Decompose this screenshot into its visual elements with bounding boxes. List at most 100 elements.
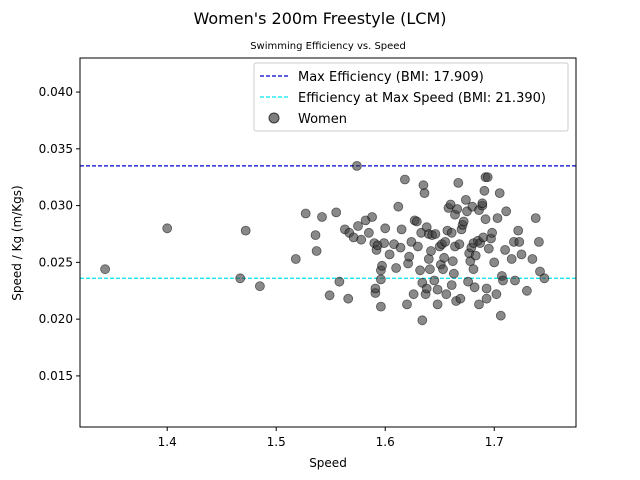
data-point [419,188,430,199]
data-point [370,283,381,294]
data-point [513,225,524,236]
y-tick-label: 0.015 [39,369,73,383]
data-point [470,250,481,261]
y-axis-label: Speed / Kg (m/Kgs) [10,185,24,300]
data-point [426,246,436,256]
data-point [440,236,451,247]
x-tick-label: 1.4 [158,435,177,449]
data-point [479,185,490,196]
data-point [300,208,311,219]
data-point [432,284,443,295]
data-point [240,225,251,236]
y-axis: 0.015 0.020 0.025 0.030 0.035 0.040 [39,85,80,383]
data-point [460,194,471,205]
data-point [334,276,345,287]
data-point [454,239,465,250]
data-point [375,301,386,312]
data-point [417,315,428,326]
data-point [501,206,512,217]
data-point [516,249,527,260]
data-point [423,254,434,264]
data-point [455,293,466,304]
data-point [498,275,508,286]
x-axis-label: Speed [309,456,347,470]
data-point [380,223,391,234]
y-tick-label: 0.040 [39,85,73,99]
legend-box [253,62,569,132]
data-point [399,174,410,185]
data-point [491,289,502,300]
data-point [527,254,538,264]
data-point [480,214,491,225]
data-point [474,299,484,310]
data-point [310,230,321,241]
data-point [324,290,335,301]
data-point [393,201,404,212]
data-point [494,188,505,199]
data-point [489,257,500,268]
y-tick-label: 0.020 [39,312,73,326]
data-point [539,273,550,284]
y-tick-label: 0.025 [39,255,73,269]
chart-subtitle: Swimming Efficiency vs. Speed [250,41,406,52]
data-point [411,216,422,227]
data-point [495,310,506,321]
data-point [377,260,387,271]
data-point [429,275,440,286]
data-point [463,276,474,287]
data-point [363,227,374,238]
data-point [458,216,469,227]
data-point [430,229,441,239]
y-tick-label: 0.035 [39,142,73,156]
data-point [375,274,386,285]
data-point [487,227,498,238]
data-point [447,256,458,267]
data-point [438,264,448,275]
data-point [331,207,342,218]
data-point [468,264,479,275]
legend-label-women: Women [298,112,347,127]
x-tick-label: 1.7 [485,435,504,449]
data-point [500,244,511,255]
data-point [469,282,480,293]
data-point [351,160,362,171]
data-point [311,246,322,256]
legend-label-max-efficiency: Max Efficiency (BMI: 17.909) [298,70,484,85]
x-axis: 1.4 1.5 1.6 1.7 [158,427,504,449]
data-point [379,238,390,249]
data-point [162,223,173,234]
data-point [290,254,301,264]
legend-marker-women [268,112,280,124]
y-tick-label: 0.030 [39,199,73,213]
data-point [453,177,464,188]
data-point [446,227,457,238]
legend-label-efficiency-max-speed: Efficiency at Max Speed (BMI: 21.390) [298,91,546,106]
chart-title: Women's 200m Freestyle (LCM) [193,9,446,28]
data-point [408,289,419,300]
data-point [432,299,443,310]
data-point [522,285,532,296]
data-point [254,281,265,292]
data-point [421,283,432,294]
data-point [391,263,402,273]
data-point [448,268,459,279]
data-point [481,293,492,304]
data-point [535,266,545,277]
data-point [404,251,415,262]
data-point [514,236,525,247]
data-point [402,299,412,310]
data-point [452,204,463,214]
data-point [534,236,544,247]
data-point [530,213,541,224]
data-point [343,293,354,304]
data-point [483,243,494,254]
data-point [415,265,426,276]
data-point [506,254,517,264]
data-point [446,280,457,291]
legend: Max Efficiency (BMI: 17.909) Efficiency … [253,62,569,132]
data-point [395,242,406,253]
x-tick-label: 1.5 [267,435,286,449]
x-tick-label: 1.6 [376,435,395,449]
data-point [317,212,327,222]
data-point [384,249,395,260]
